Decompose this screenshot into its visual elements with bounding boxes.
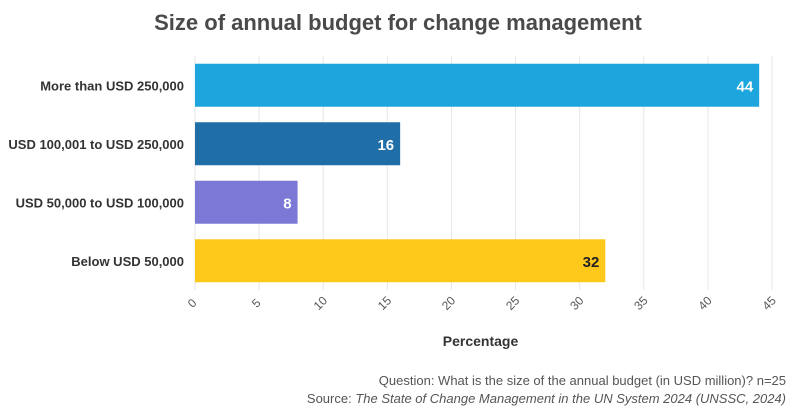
- x-tick-label-6: 30: [567, 293, 587, 313]
- value-label-3: 32: [583, 254, 600, 271]
- source-prefix: Source:: [306, 391, 356, 406]
- bar-1: [195, 122, 401, 166]
- category-label-2: USD 50,000 to USD 100,000: [16, 195, 184, 210]
- x-axis-title: Percentage: [443, 333, 519, 349]
- x-tick-label-0: 0: [185, 296, 200, 311]
- bar-2: [195, 180, 298, 224]
- source-note: Source: The State of Change Management i…: [307, 391, 786, 406]
- x-tick-label-4: 20: [439, 293, 459, 313]
- x-tick-label-5: 25: [503, 293, 523, 313]
- x-tick-label-7: 35: [631, 293, 651, 313]
- bar-3: [195, 239, 606, 283]
- question-note: Question: What is the size of the annual…: [378, 373, 786, 388]
- source-title: The State of Change Management in the UN…: [355, 391, 786, 406]
- category-label-3: Below USD 50,000: [71, 254, 184, 269]
- value-label-0: 44: [736, 78, 753, 95]
- x-tick-label-2: 10: [311, 293, 331, 313]
- category-label-1: USD 100,001 to USD 250,000: [8, 137, 184, 152]
- bar-0: [195, 63, 760, 107]
- value-label-2: 8: [283, 195, 291, 212]
- x-tick-label-8: 40: [695, 293, 715, 313]
- x-tick-label-1: 5: [249, 296, 264, 311]
- chart-title: Size of annual budget for change managem…: [154, 10, 642, 35]
- value-label-1: 16: [377, 137, 394, 154]
- category-label-0: More than USD 250,000: [40, 78, 184, 93]
- x-tick-label-9: 45: [759, 293, 779, 313]
- x-tick-label-3: 15: [375, 293, 395, 313]
